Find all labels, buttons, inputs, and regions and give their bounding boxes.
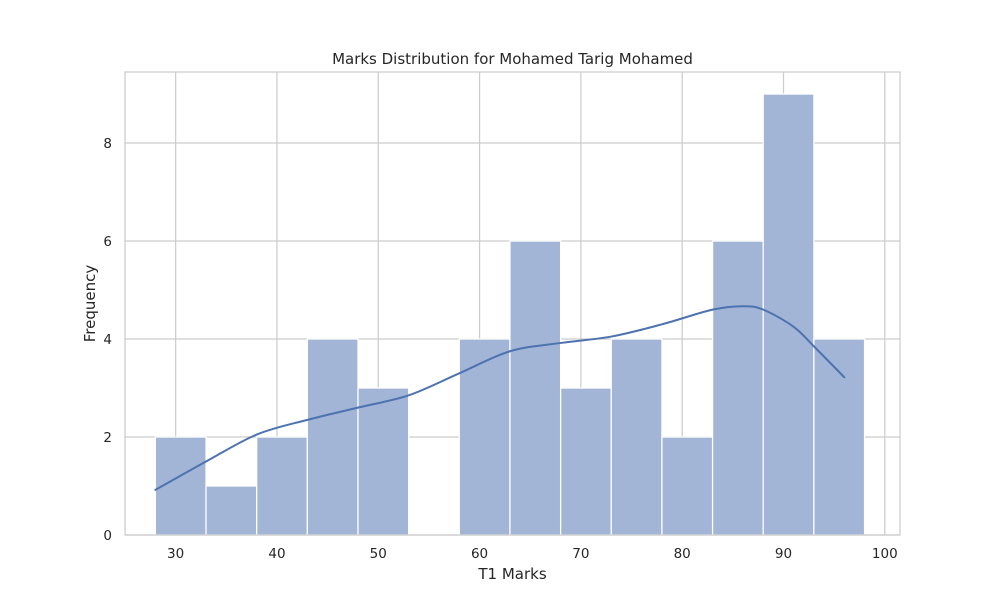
histogram-bar [256,436,308,536]
y-tick-label: 4 [103,332,112,348]
x-axis-label: T1 Marks [477,565,546,583]
plot-frame [124,71,901,536]
histogram-bar [762,93,815,536]
histogram-bar [357,387,410,536]
histogram-bar [306,338,359,536]
kde-line [154,305,846,491]
x-tick-label: 60 [471,546,488,562]
y-tick-label: 2 [103,430,112,446]
x-tick-label: 90 [775,546,792,562]
histogram-bar [205,485,258,536]
y-tick-label: 8 [103,136,112,152]
histogram-bars [154,93,866,536]
histogram-bar [509,240,562,536]
y-tick-label: 6 [103,234,112,250]
chart-title: Marks Distribution for Mohamed Tarig Moh… [332,50,693,68]
histogram-bar [813,338,866,536]
x-tick-label: 30 [167,546,184,562]
x-tick-label: 50 [370,546,387,562]
histogram-bar [610,338,663,536]
histogram-bar [458,338,511,536]
x-tick-label: 80 [674,546,691,562]
y-tick-label: 0 [103,528,112,544]
histogram-bar [559,387,612,536]
kde-curve-group [154,305,846,491]
x-tick-label: 70 [572,546,589,562]
x-tick-label: 100 [872,546,898,562]
y-tick-labels: 0 2 4 6 8 [103,136,112,544]
histogram-bar [711,240,764,536]
histogram-bar [661,436,714,536]
x-tick-labels: 30 40 50 60 70 80 90 100 [167,546,898,562]
y-axis-label: Frequency [81,265,99,343]
x-tick-label: 40 [268,546,285,562]
